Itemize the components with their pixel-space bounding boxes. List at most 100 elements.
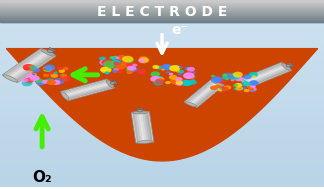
Bar [0,169,324,171]
Circle shape [217,79,226,84]
Bar [0,7,324,8]
Bar [0,27,324,29]
Circle shape [227,74,232,77]
Bar [0,119,324,121]
Circle shape [210,85,218,90]
Circle shape [127,70,133,74]
Circle shape [241,81,250,86]
Bar [0,70,324,72]
Bar [0,88,324,90]
Circle shape [179,67,182,68]
Bar [244,66,286,83]
Circle shape [117,55,126,60]
Bar [0,103,324,105]
Circle shape [150,76,161,82]
Circle shape [161,69,165,71]
Bar [0,150,324,152]
Ellipse shape [241,79,250,87]
Circle shape [165,66,169,68]
Circle shape [217,80,221,83]
Bar [67,86,112,99]
Circle shape [223,88,228,91]
Circle shape [233,72,243,77]
Bar [0,12,324,13]
Circle shape [107,64,115,69]
Circle shape [191,79,195,82]
Circle shape [241,87,247,90]
Bar [0,162,324,164]
Bar [0,99,324,101]
Bar [0,127,324,129]
Bar [62,80,108,93]
Bar [188,82,216,104]
Circle shape [28,64,35,69]
Bar [0,53,324,55]
Circle shape [109,63,115,67]
Circle shape [62,78,67,81]
Bar [0,173,324,175]
Circle shape [137,109,143,112]
Bar [0,43,324,45]
Circle shape [174,65,181,70]
Circle shape [104,71,110,74]
Circle shape [43,68,47,70]
Circle shape [222,87,229,91]
Circle shape [183,72,194,79]
Bar [0,1,324,2]
Bar [0,35,324,37]
Bar [191,83,219,105]
Bar [0,109,324,111]
Circle shape [24,78,34,83]
Circle shape [113,68,119,71]
Bar [67,87,113,100]
Bar [0,117,324,119]
Circle shape [128,67,137,72]
Circle shape [52,80,61,85]
Bar [0,86,324,88]
Bar [0,134,324,136]
Circle shape [126,62,135,67]
Circle shape [225,78,229,80]
Bar [0,154,324,156]
Circle shape [113,62,120,65]
Circle shape [152,65,159,69]
Circle shape [187,71,194,75]
Bar [0,111,324,113]
Bar [0,47,324,49]
Circle shape [36,80,46,85]
Circle shape [49,72,53,75]
Circle shape [222,75,231,80]
Circle shape [126,67,134,72]
FancyBboxPatch shape [49,47,56,52]
Circle shape [214,77,223,83]
Bar [0,25,324,27]
Bar [14,54,53,81]
Bar [133,113,139,142]
Circle shape [139,56,148,61]
Circle shape [47,80,56,85]
Circle shape [189,80,197,85]
Bar [0,144,324,146]
Circle shape [175,80,181,84]
Circle shape [165,81,171,84]
Circle shape [48,71,54,75]
Circle shape [211,87,216,90]
Circle shape [158,77,165,81]
Circle shape [244,89,249,92]
Bar [0,171,324,173]
Bar [249,69,290,87]
Circle shape [49,77,52,79]
Bar [0,107,324,109]
Bar [0,11,324,12]
Bar [10,53,50,79]
Circle shape [190,76,196,79]
Bar [0,6,324,7]
Bar [0,129,324,132]
Bar [63,81,108,94]
Circle shape [169,75,177,80]
Bar [0,158,324,160]
Circle shape [243,74,251,79]
Circle shape [122,57,127,60]
Circle shape [224,73,232,77]
Circle shape [127,72,131,74]
